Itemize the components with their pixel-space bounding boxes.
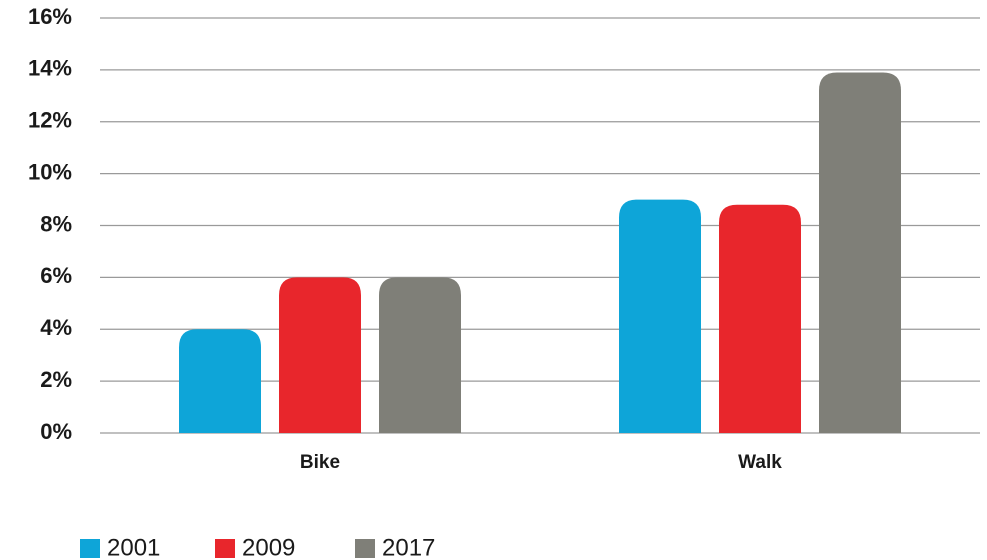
legend-swatch — [80, 539, 100, 558]
y-tick-label: 10% — [28, 159, 72, 184]
y-tick-label: 14% — [28, 56, 72, 81]
legend-label: 2001 — [107, 534, 160, 560]
x-tick-label: Bike — [300, 452, 340, 473]
legend-label: 2017 — [382, 534, 435, 560]
bar — [619, 199, 701, 433]
bar — [719, 204, 801, 433]
y-tick-label: 4% — [40, 315, 72, 340]
bar — [279, 277, 361, 433]
legend-swatch — [355, 539, 375, 558]
legend-swatch — [215, 539, 235, 558]
y-tick-label: 16% — [28, 4, 72, 29]
bar — [179, 329, 261, 433]
legend-label: 2009 — [242, 534, 295, 560]
y-tick-label: 12% — [28, 108, 72, 133]
bar — [379, 277, 461, 433]
y-tick-label: 0% — [40, 419, 72, 444]
y-tick-label: 6% — [40, 263, 72, 288]
x-tick-label: Walk — [738, 452, 782, 473]
y-tick-label: 8% — [40, 211, 72, 236]
y-tick-label: 2% — [40, 367, 72, 392]
bar — [819, 72, 901, 433]
